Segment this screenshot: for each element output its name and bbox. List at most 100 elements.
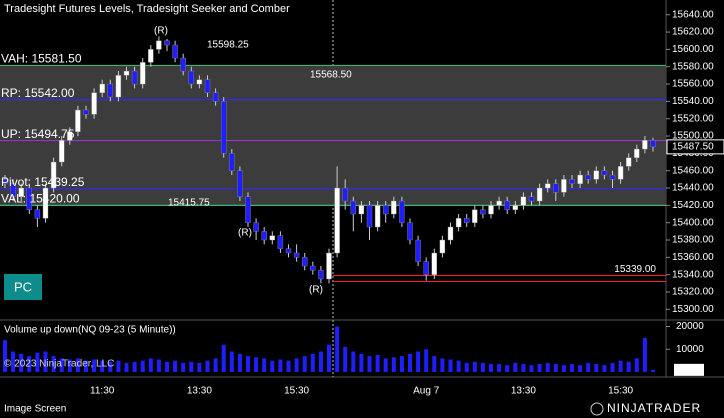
y-tick-label: 15380.00	[672, 235, 714, 246]
candle-body	[642, 140, 648, 150]
candle-body	[131, 70, 138, 85]
level-label: Pivot: 15439.25	[1, 175, 85, 189]
signal: (R)	[309, 285, 323, 296]
candle-body	[204, 79, 211, 93]
volume-bar	[205, 360, 210, 372]
volume-bar	[505, 365, 510, 372]
candle-body	[415, 239, 421, 262]
candle-body	[91, 92, 97, 115]
candle-body	[447, 226, 454, 241]
volume-bar	[3, 340, 7, 372]
volume-bar	[59, 358, 64, 372]
candle-body	[180, 57, 186, 72]
volume-bar	[197, 362, 202, 372]
candle-body	[439, 239, 446, 254]
volume-bar	[618, 360, 623, 372]
candle-body	[512, 205, 518, 210]
volume-bar	[399, 356, 404, 372]
candle-body	[10, 183, 16, 197]
volume-bar	[100, 360, 105, 372]
candle-body	[212, 92, 219, 102]
candle-body	[34, 209, 41, 219]
candle-body	[569, 179, 575, 184]
volume-bar	[75, 358, 80, 372]
candle-body	[593, 170, 599, 180]
volume-bar	[651, 369, 655, 372]
y-tick-label: 15360.00	[672, 252, 714, 263]
candle-body	[407, 222, 413, 241]
volume-bar	[375, 354, 380, 372]
y-tick-label: 15600.00	[672, 44, 714, 55]
candle-body	[326, 252, 332, 280]
candle-body	[585, 174, 591, 180]
candle-body	[229, 153, 235, 171]
candle-body	[26, 187, 32, 210]
volume-bar	[594, 364, 599, 372]
x-tick-label: 15:30	[284, 386, 309, 397]
pc-button-label[interactable]: PC	[14, 279, 32, 294]
candle-body	[148, 49, 154, 63]
y-tick-label: 15540.00	[672, 96, 714, 107]
x-tick-label: Aug 7	[413, 386, 440, 397]
volume-bar	[448, 359, 453, 372]
volume-bar	[173, 360, 178, 372]
y-tick-label: 15460.00	[672, 165, 714, 176]
candle-body	[342, 187, 348, 202]
candle-body	[488, 205, 494, 215]
candle-body	[164, 40, 170, 46]
candle-body	[310, 265, 316, 271]
y-tick-label: 15500.00	[672, 131, 714, 142]
volume-bar	[343, 347, 348, 372]
candle-body	[634, 148, 640, 158]
volume-bar	[270, 360, 275, 372]
volume-bar	[262, 358, 267, 372]
volume-bar	[432, 356, 437, 372]
labels: 15640.00 15620.00 15600.00 15580.00 15560.00…	[1, 9, 724, 397]
volume-bar	[124, 362, 129, 372]
level-label: VAH: 15581.50	[1, 52, 82, 66]
candle-body	[528, 196, 535, 202]
volume-current-box	[674, 363, 704, 376]
volume-bar	[286, 360, 291, 372]
y-tick-label: 15320.00	[672, 287, 714, 298]
candle-body	[520, 196, 527, 206]
candle-body	[253, 222, 259, 232]
candle-body	[383, 205, 389, 215]
pc-button[interactable]	[4, 274, 42, 300]
y-tick-label: 15580.00	[672, 61, 714, 72]
candle-body	[391, 200, 397, 215]
volume-tick-label: 10000	[676, 344, 704, 355]
status-text: Image Screen	[4, 404, 66, 415]
signal: (R)	[238, 228, 252, 239]
target-label: 15339.00	[614, 264, 656, 275]
volume-bar	[278, 359, 283, 372]
annotation: 15568.50	[310, 70, 352, 81]
volume-bar	[464, 362, 469, 372]
candle-body	[545, 183, 551, 189]
volume-bar	[440, 358, 445, 372]
volume-bar	[472, 361, 477, 372]
candle-body	[237, 170, 243, 197]
candle-body	[423, 261, 429, 275]
volume-bar	[318, 351, 323, 372]
candle-body	[472, 209, 478, 223]
volume-bar	[602, 365, 607, 372]
candle-body	[285, 248, 292, 254]
volume-bar	[521, 364, 526, 372]
annotation: 15598.25	[207, 40, 249, 51]
annotation: 15415.75	[168, 198, 210, 209]
y-tick-label: 15560.00	[672, 79, 714, 90]
volume-bar	[367, 356, 372, 372]
volume-bar	[189, 361, 194, 372]
candle-body	[172, 44, 178, 59]
y-tick-label: 15400.00	[672, 217, 714, 228]
volume-bar	[116, 360, 121, 372]
volume-bar	[27, 356, 32, 372]
candle-body	[626, 157, 632, 167]
candle-body	[2, 179, 8, 184]
candle-body	[480, 209, 486, 215]
volume-bar	[35, 352, 40, 372]
volume-bar	[156, 359, 161, 372]
candle-body	[561, 179, 567, 193]
